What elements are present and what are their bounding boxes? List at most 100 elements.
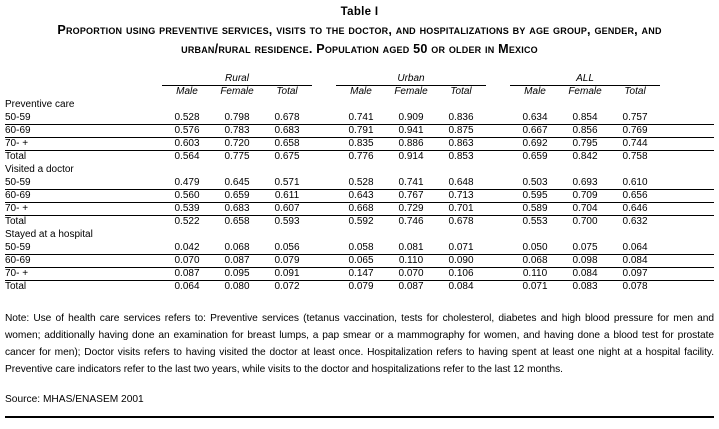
section-row: Preventive care [5,98,714,111]
cell-value: 0.693 [560,176,611,190]
spacer-cell [660,85,714,98]
cell-value: 0.758 [622,151,648,163]
group-header-all: ALL [510,72,661,86]
cell-value: 0.079 [348,281,374,293]
spacer-cell [660,280,714,293]
data-row: Total 0.564 0.775 0.675 0.776 0.914 0.853 0.659… [5,150,714,163]
spacer-cell [312,254,336,268]
cell-value: 0.746 [398,216,424,228]
group-header-row: Rural Urban ALL [5,72,714,86]
spacer-cell [312,85,336,98]
data-row: 60-69 0.576 0.783 0.683 0.791 0.941 0.875 0.667… [5,124,715,138]
cell-value: 0.528 [336,176,386,190]
row-label: Total [5,281,27,293]
data-row: 70- +0.087 0.095 0.091 0.147 0.070 0.106 0.110… [5,267,715,281]
data-row: 50-59 0.528 0.798 0.678 0.741 0.909 0.836 0.634… [5,111,715,125]
cell-value: 0.064 [174,281,200,293]
spacer-cell [660,254,715,268]
cell-value: 0.087 [162,267,212,281]
cell-value: 0.078 [622,281,648,293]
cell-value: 0.072 [274,281,300,293]
cell-value: 0.842 [572,151,598,163]
section-label: Visited a doctor [5,164,74,175]
cell-value: 0.798 [212,111,262,125]
cell-value: 0.863 [436,137,487,151]
cell-value: 0.042 [162,241,212,255]
cell-value: 0.571 [262,176,312,190]
table-label: Table I [340,6,379,18]
cell-value: 0.064 [610,241,661,255]
group-header-rural: Rural [162,72,312,86]
cell-value: 0.875 [436,124,487,138]
cell-value: 0.147 [336,267,386,281]
sub-header-total: Total [450,86,472,98]
cell-value: 0.645 [212,176,262,190]
cell-value: 0.741 [386,176,436,190]
spacer-cell [486,254,511,268]
cell-value: 0.058 [336,241,386,255]
section-row: Visited a doctor [5,163,714,176]
row-label: 70- + [5,137,162,151]
cell-value: 0.667 [510,124,561,138]
spacer-cell [486,189,511,203]
row-label: Total [5,216,27,228]
cell-value: 0.775 [224,151,250,163]
sub-header-total: Total [276,86,298,98]
spacer-cell [486,137,511,151]
table-source: Source: MHAS/ENASEM 2001 [5,394,144,405]
cell-value: 0.767 [386,189,436,203]
cell-value: 0.528 [162,111,212,125]
cell-value: 0.678 [262,111,312,125]
cell-value: 0.539 [162,202,212,216]
cell-value: 0.835 [336,137,386,151]
cell-value: 0.479 [162,176,212,190]
table-title: Proportion using preventive services, vi… [57,23,662,56]
spacer-cell [660,137,715,151]
cell-value: 0.603 [162,137,212,151]
cell-value: 0.648 [436,176,487,190]
cell-value: 0.704 [560,202,611,216]
cell-value: 0.668 [336,202,386,216]
cell-value: 0.729 [386,202,436,216]
cell-value: 0.709 [560,189,611,203]
cell-value: 0.658 [262,137,312,151]
cell-value: 0.564 [174,151,200,163]
spacer-cell [312,150,336,163]
cell-value: 0.070 [162,254,212,268]
cell-value: 0.646 [610,202,661,216]
cell-value: 0.659 [522,151,548,163]
cell-value: 0.110 [386,254,436,268]
spacer-cell [660,150,714,163]
data-row: Total 0.522 0.658 0.593 0.592 0.746 0.678 0.553… [5,215,714,228]
cell-value: 0.659 [212,189,262,203]
spacer-cell [312,176,336,190]
cell-value: 0.079 [262,254,312,268]
data-row: 50-59 0.042 0.068 0.056 0.058 0.081 0.071 0.050… [5,241,715,255]
cell-value: 0.678 [448,216,474,228]
spacer-cell [312,189,336,203]
cell-value: 0.886 [386,137,436,151]
data-row: Total 0.064 0.080 0.072 0.079 0.087 0.084 0.071… [5,280,714,293]
cell-value: 0.854 [560,111,611,125]
spacer-cell [660,189,715,203]
cell-value: 0.503 [510,176,561,190]
cell-value: 0.795 [560,137,611,151]
spacer-cell [486,241,511,255]
cell-value: 0.589 [510,202,561,216]
cell-value: 0.090 [436,254,487,268]
cell-value: 0.836 [436,111,487,125]
cell-value: 0.607 [262,202,312,216]
spacer-cell [312,72,336,85]
sub-header-total: Total [624,86,646,98]
sub-header-male: Male [524,86,546,98]
sub-header-row: Male Female Total Male Female Total Male Female… [5,85,714,98]
page: Table I Proportion using preventive serv… [5,6,715,418]
cell-value: 0.914 [398,151,424,163]
row-label: 70- + [5,202,162,216]
cell-value: 0.080 [224,281,250,293]
spacer-cell [486,280,510,293]
cell-value: 0.068 [510,254,561,268]
bottom-rule [5,416,714,418]
cell-value: 0.741 [336,111,386,125]
spacer-cell [312,267,336,281]
